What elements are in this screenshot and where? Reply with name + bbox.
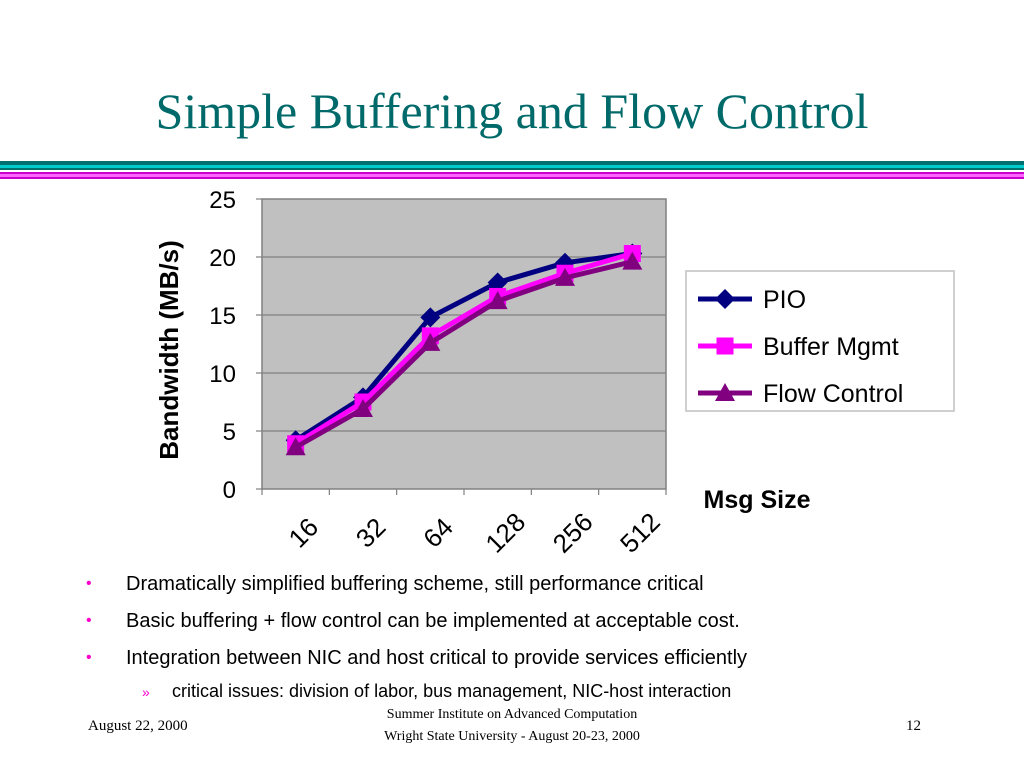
x-tick-label: 32 [350,512,392,554]
y-tick-label: 0 [223,477,236,504]
data-point [716,337,734,355]
legend-label: Buffer Mgmt [763,333,899,361]
data-point [487,272,508,293]
y-axis-ticks: 0 5 10 15 20 25 [209,187,262,504]
bullet-item: • Dramatically simplified buffering schem… [86,572,986,596]
bullet-text: Integration between NIC and host critica… [126,647,748,669]
data-point [420,332,441,351]
data-point [622,251,643,270]
sub-bullet-marker: » [142,684,150,700]
sub-bullet-item: » critical issues: division of labor, bus… [86,679,986,703]
y-tick-label: 25 [209,187,236,214]
y-tick-label: 10 [209,361,236,388]
x-axis-ticks: 16 32 64 128 256 512 [261,489,667,559]
data-point [353,398,373,417]
x-tick-label: 512 [614,507,666,559]
legend-item: PIO [698,286,806,314]
x-tick-label: 16 [282,512,324,554]
sub-bullet-text: critical issues: division of labor, bus … [172,681,732,701]
y-tick-label: 5 [223,419,236,446]
bullet-marker: • [86,575,92,592]
data-point [555,267,575,286]
data-point [715,289,735,309]
title-rule-pink [0,174,1024,177]
title-rule-cyan [0,165,1024,168]
series-group [285,243,643,456]
legend-label: PIO [763,286,806,314]
series-line [294,259,633,450]
data-point [715,383,735,401]
footer-date: August 22, 2000 [88,718,188,734]
footer-event-name: Summer Institute on Advanced Computation [386,707,638,722]
series-line [294,251,633,443]
bullet-item: • Integration between NIC and host critic… [86,646,986,670]
footer-center: Summer Institute on Advanced Computation… [312,704,712,748]
x-tick-label: 64 [417,512,459,554]
data-point [487,291,508,310]
legend-item: Buffer Mgmt [698,333,899,361]
title-rule-teal-top [0,161,1024,165]
slide-title: Simple Buffering and Flow Control [155,83,869,139]
bandwidth-chart: 0 5 10 15 20 25 16 32 64 128 256 512 Bandwidth (MB… [154,187,955,559]
x-tick-label: 256 [547,507,599,559]
x-axis-label: Msg Size [704,486,811,514]
y-axis-label: Bandwidth (MB/s) [154,240,184,460]
title-rule-teal-bottom [0,168,1024,170]
data-point [420,307,441,328]
x-tick-label: 128 [479,507,531,559]
series-flow-control [285,251,643,456]
legend-item: Flow Control [698,380,903,408]
y-tick-label: 20 [209,245,236,272]
bullet-text: Dramatically simplified buffering scheme… [126,573,704,595]
series-line [294,251,634,446]
legend: PIO Buffer Mgmt Flow Control [685,270,955,412]
title-rule-magenta-top [0,172,1024,174]
bullet-marker: • [86,612,92,629]
bullet-marker: • [86,649,92,666]
bullet-list: • Dramatically simplified buffering schem… [86,572,986,716]
title-rule-magenta-bottom [0,177,1024,179]
plot-area [261,198,667,490]
bullet-item: • Basic buffering + flow control can be i… [86,609,986,633]
footer-event-venue: Wright State University - August 20-23, … [384,729,640,744]
legend-label: Flow Control [763,380,903,408]
bullet-text: Basic buffering + flow control can be im… [126,610,740,632]
footer-page-number: 12 [906,718,921,734]
data-point [285,437,306,456]
y-tick-label: 15 [209,303,236,330]
